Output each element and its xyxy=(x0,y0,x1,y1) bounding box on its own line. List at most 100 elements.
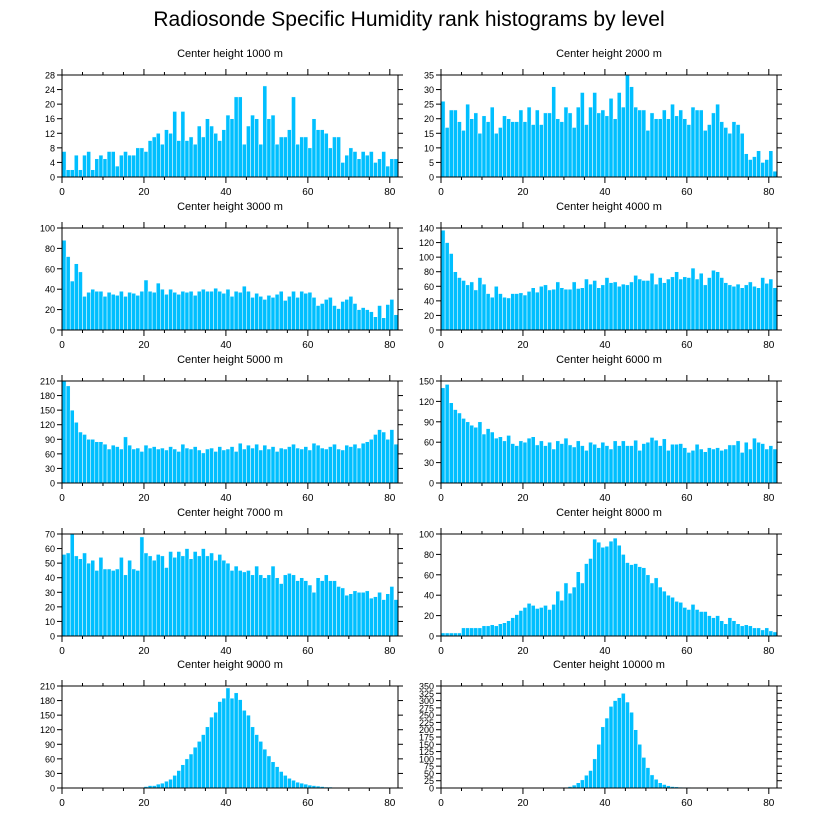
histogram-bar xyxy=(641,567,647,637)
histogram-bar xyxy=(69,169,75,178)
histogram-bar xyxy=(616,92,622,178)
x-tick-label: 0 xyxy=(438,187,444,198)
histogram-bar xyxy=(494,625,499,637)
histogram-bar xyxy=(364,590,370,637)
histogram-bar xyxy=(233,451,239,484)
histogram-bar xyxy=(653,283,659,331)
histogram-bar xyxy=(457,412,462,484)
histogram-bar xyxy=(739,133,745,178)
histogram-bar xyxy=(596,744,602,789)
histogram-bar xyxy=(291,779,296,789)
y-tick-label: 90 xyxy=(424,417,434,427)
x-tick-label: 60 xyxy=(302,493,314,504)
histogram-bar xyxy=(645,574,651,637)
histogram-bar xyxy=(526,437,532,484)
histogram-bar xyxy=(473,426,479,484)
y-tick-label: 0 xyxy=(50,326,55,336)
histogram-bar xyxy=(123,436,128,484)
histogram-bar xyxy=(764,627,770,637)
histogram-bar xyxy=(250,726,255,789)
histogram-bar xyxy=(616,445,622,484)
histogram-bar xyxy=(489,431,495,484)
histogram-bar xyxy=(494,133,499,178)
y-tick-label: 0 xyxy=(50,784,55,794)
y-tick-label: 100 xyxy=(419,754,434,764)
histogram-bar xyxy=(389,586,395,637)
histogram-bar xyxy=(328,147,333,178)
plot-frame xyxy=(61,74,399,178)
histogram-bar xyxy=(539,440,544,484)
histogram-bar xyxy=(547,112,552,178)
histogram-bar xyxy=(637,109,643,178)
histogram-bar xyxy=(65,169,71,178)
histogram-bar xyxy=(444,242,450,331)
histogram-bar xyxy=(592,92,597,178)
histogram-bar xyxy=(674,115,679,178)
histogram-bar xyxy=(502,115,507,178)
histogram-bar xyxy=(311,297,317,331)
histogram-bar xyxy=(662,109,667,178)
plot-frame xyxy=(61,227,399,331)
histogram-bar xyxy=(139,451,145,484)
histogram-bar xyxy=(254,443,259,484)
histogram-bar xyxy=(225,114,231,178)
histogram-bar xyxy=(473,289,479,331)
histogram-bar xyxy=(242,285,247,331)
histogram-bar xyxy=(151,136,157,178)
histogram-bar xyxy=(332,443,337,484)
histogram-bar xyxy=(192,446,198,484)
histogram-bar xyxy=(563,106,569,178)
histogram-bar xyxy=(559,121,565,178)
y-tick-label: 20 xyxy=(424,611,434,621)
histogram-bar xyxy=(760,629,765,637)
histogram-bar xyxy=(539,607,544,637)
histogram-bar xyxy=(160,447,165,484)
histogram-bar xyxy=(283,136,288,178)
histogram-bar xyxy=(373,316,378,331)
histogram-bar xyxy=(172,557,177,637)
histogram-bar xyxy=(473,627,479,637)
histogram-bar xyxy=(584,124,589,178)
histogram-bar xyxy=(662,784,667,789)
histogram-bar xyxy=(270,565,276,637)
histogram-bar xyxy=(518,292,524,331)
histogram-bar xyxy=(600,441,606,484)
histogram-bar xyxy=(567,592,573,637)
histogram-panel-9: Center height 9000 m 0 20 40 60 80 0 30 60 90 120 1… xyxy=(40,659,403,809)
histogram-bar xyxy=(385,165,391,178)
histogram-bar xyxy=(608,540,614,637)
histogram-bar xyxy=(82,552,87,637)
histogram-bar xyxy=(164,129,169,178)
histogram-bar xyxy=(723,448,729,484)
histogram-bar xyxy=(596,287,602,331)
histogram-bar xyxy=(205,555,210,637)
histogram-bar xyxy=(201,548,206,637)
histogram-bar xyxy=(748,448,753,484)
histogram-bar xyxy=(453,271,458,331)
histogram-bar xyxy=(328,580,333,637)
histogram-bar xyxy=(674,271,679,331)
histogram-bar xyxy=(369,311,374,331)
histogram-bar xyxy=(381,431,386,484)
histogram-bar xyxy=(514,293,520,331)
histogram-bar xyxy=(127,444,132,484)
histogram-bar xyxy=(723,127,729,178)
histogram-bar xyxy=(575,440,581,484)
histogram-bar xyxy=(678,443,684,484)
histogram-bar xyxy=(752,286,757,331)
histogram-bar xyxy=(209,125,214,178)
y-tick-label: 120 xyxy=(40,725,55,735)
histogram-bar xyxy=(225,448,231,484)
histogram-bar xyxy=(344,594,350,637)
histogram-bar xyxy=(727,444,733,484)
histogram-bar xyxy=(592,758,597,789)
histogram-bar xyxy=(760,277,765,331)
y-tick-label: 275 xyxy=(419,703,434,713)
histogram-bar xyxy=(682,607,688,637)
histogram-bar xyxy=(641,109,647,178)
histogram-bar xyxy=(510,121,516,178)
histogram-bar xyxy=(270,446,276,484)
histogram-bar xyxy=(221,449,227,484)
histogram-bar xyxy=(735,124,741,178)
histogram-bar xyxy=(670,103,675,178)
